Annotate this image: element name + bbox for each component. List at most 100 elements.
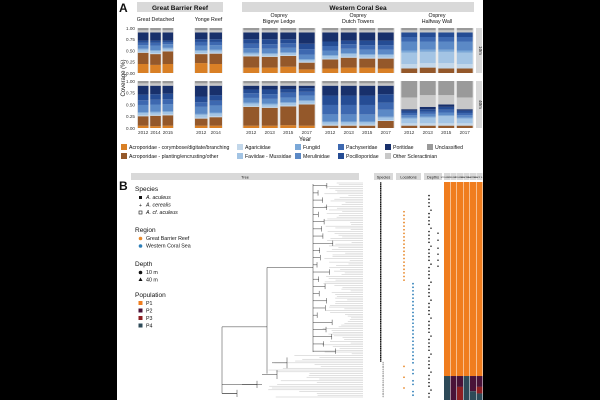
legend-title: Population — [135, 292, 166, 299]
location-marker — [403, 261, 405, 264]
bar-segment — [209, 49, 222, 51]
bar-segment — [280, 66, 297, 73]
species-marker: + — [382, 368, 384, 372]
bar-segment — [137, 64, 149, 73]
bar-segment — [243, 81, 260, 84]
bar-segment — [401, 30, 418, 33]
legend-swatch — [138, 301, 143, 305]
bar-segment — [261, 106, 278, 108]
column-header: SNAPP K = 2 — [460, 176, 473, 179]
species-marker — [380, 335, 382, 337]
y-tick-label: 0.50 — [126, 48, 135, 53]
column-header: Locations — [400, 176, 416, 180]
species-marker — [380, 349, 382, 351]
bar-segment — [280, 102, 297, 104]
column-header: Depths — [427, 176, 439, 180]
population-segment — [450, 182, 457, 377]
species-marker — [380, 297, 382, 299]
bar-segment — [195, 113, 208, 115]
bar-segment — [137, 112, 149, 116]
location-marker — [412, 336, 414, 339]
species-marker — [380, 322, 382, 324]
bar-segment — [209, 53, 222, 64]
depth-marker — [428, 338, 430, 341]
bar-segment — [162, 83, 174, 86]
header-strip — [444, 173, 450, 180]
bar-segment — [322, 83, 339, 86]
bar-segment — [401, 68, 418, 73]
y-tick-label: 0.00 — [126, 71, 135, 76]
depth-marker — [430, 388, 432, 391]
bar-segment — [401, 110, 418, 113]
bar-segment — [261, 98, 278, 104]
location-marker — [412, 340, 414, 343]
x-tick-label: 2017 — [302, 130, 313, 135]
bar-segment — [209, 83, 222, 86]
bar-segment — [322, 55, 339, 56]
bar-segment — [195, 28, 208, 31]
depth-marker — [428, 219, 430, 222]
legend-swatch — [338, 153, 344, 159]
bar-segment — [209, 113, 222, 117]
location-marker — [412, 304, 414, 307]
depth-marker — [428, 324, 430, 326]
depth-marker — [428, 284, 430, 287]
species-marker — [380, 286, 382, 289]
bar-segment — [243, 52, 260, 54]
species-marker — [380, 198, 382, 200]
bar-segment — [209, 85, 222, 96]
location-marker — [403, 246, 405, 249]
population-segment — [457, 376, 463, 387]
location-marker — [403, 221, 405, 224]
bar-segment — [298, 125, 315, 128]
bar-segment — [456, 109, 473, 111]
bar-segment — [456, 97, 473, 110]
bar-segment — [359, 57, 376, 59]
bar-segment — [261, 53, 278, 55]
bar-segment — [377, 81, 394, 84]
species-marker — [380, 281, 382, 283]
bar-segment — [150, 83, 161, 86]
bar-segment — [261, 28, 278, 31]
depth-marker — [428, 266, 430, 269]
column-header: Tree — [241, 176, 249, 180]
depth-marker — [437, 265, 439, 267]
depth-marker — [428, 205, 430, 208]
legend-label: Merulinidae — [303, 154, 330, 160]
bar-segment — [195, 45, 208, 51]
bar-segment — [456, 123, 473, 126]
bar-segment — [162, 81, 174, 84]
bar-segment — [137, 32, 149, 41]
bar-segment — [340, 104, 357, 115]
bar-segment — [359, 124, 376, 126]
legend-label: Great Barrier Reef — [146, 236, 190, 242]
location-marker — [412, 293, 414, 296]
location-marker — [403, 218, 405, 220]
population-segment — [470, 376, 476, 392]
site-header: Great Detached — [137, 17, 174, 23]
species-marker — [380, 331, 382, 333]
location-marker — [412, 390, 414, 393]
bar-segment — [162, 32, 174, 41]
y-tick-label: 0.75 — [126, 91, 135, 96]
column-header: SNAPP K = 3 — [467, 176, 480, 179]
bar-segment — [401, 81, 418, 98]
species-marker — [380, 308, 382, 310]
bar-segment — [322, 68, 339, 73]
bar-segment — [438, 123, 455, 126]
bar-segment — [150, 99, 161, 105]
bar-segment — [438, 49, 455, 52]
bar-segment — [162, 114, 174, 116]
species-marker — [380, 229, 382, 231]
bar-segment — [261, 32, 278, 40]
species-marker — [380, 344, 382, 346]
bar-segment — [209, 117, 222, 126]
bar-segment — [419, 81, 436, 96]
species-marker — [380, 200, 382, 202]
legend-swatch — [385, 144, 391, 150]
bar-segment — [162, 50, 174, 52]
bar-segment — [322, 124, 339, 126]
legend-label: A. aculeus — [145, 195, 171, 201]
bar-segment — [401, 125, 418, 128]
bar-segment — [456, 68, 473, 73]
